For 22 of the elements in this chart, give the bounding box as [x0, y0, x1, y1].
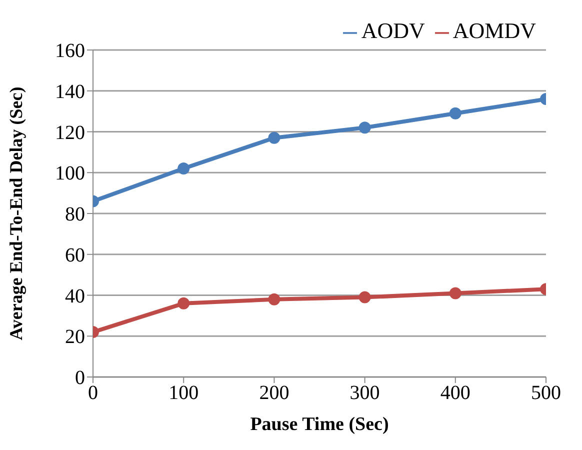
- x-tick-label: 400: [440, 382, 470, 404]
- x-tick-label: 300: [350, 382, 380, 404]
- y-tick-label: 100: [55, 162, 85, 185]
- point: [358, 122, 371, 134]
- y-tick-label: 160: [55, 40, 85, 62]
- y-tick-label: 140: [55, 80, 85, 103]
- y-tick-label: 0: [75, 367, 85, 390]
- y-tick-label: 120: [55, 122, 85, 144]
- y-tick-label: 40: [65, 285, 85, 308]
- y-tick-label: 80: [65, 204, 85, 226]
- y-tick-label: 20: [65, 326, 85, 348]
- x-tick-label: 100: [168, 382, 199, 404]
- x-tick-label: 500: [531, 382, 561, 404]
- y-tick-label: 60: [65, 244, 85, 266]
- x-axis-title: Pause Time (Sec): [250, 414, 389, 435]
- point: [268, 132, 280, 144]
- y-axis-title: Average End-To-End Delay (Sec): [6, 86, 26, 340]
- legend-label: AODV: [361, 18, 425, 43]
- point: [358, 291, 371, 304]
- point: [268, 293, 280, 306]
- x-tick-label: 200: [259, 382, 290, 404]
- legend-label: AOMDV: [452, 18, 536, 43]
